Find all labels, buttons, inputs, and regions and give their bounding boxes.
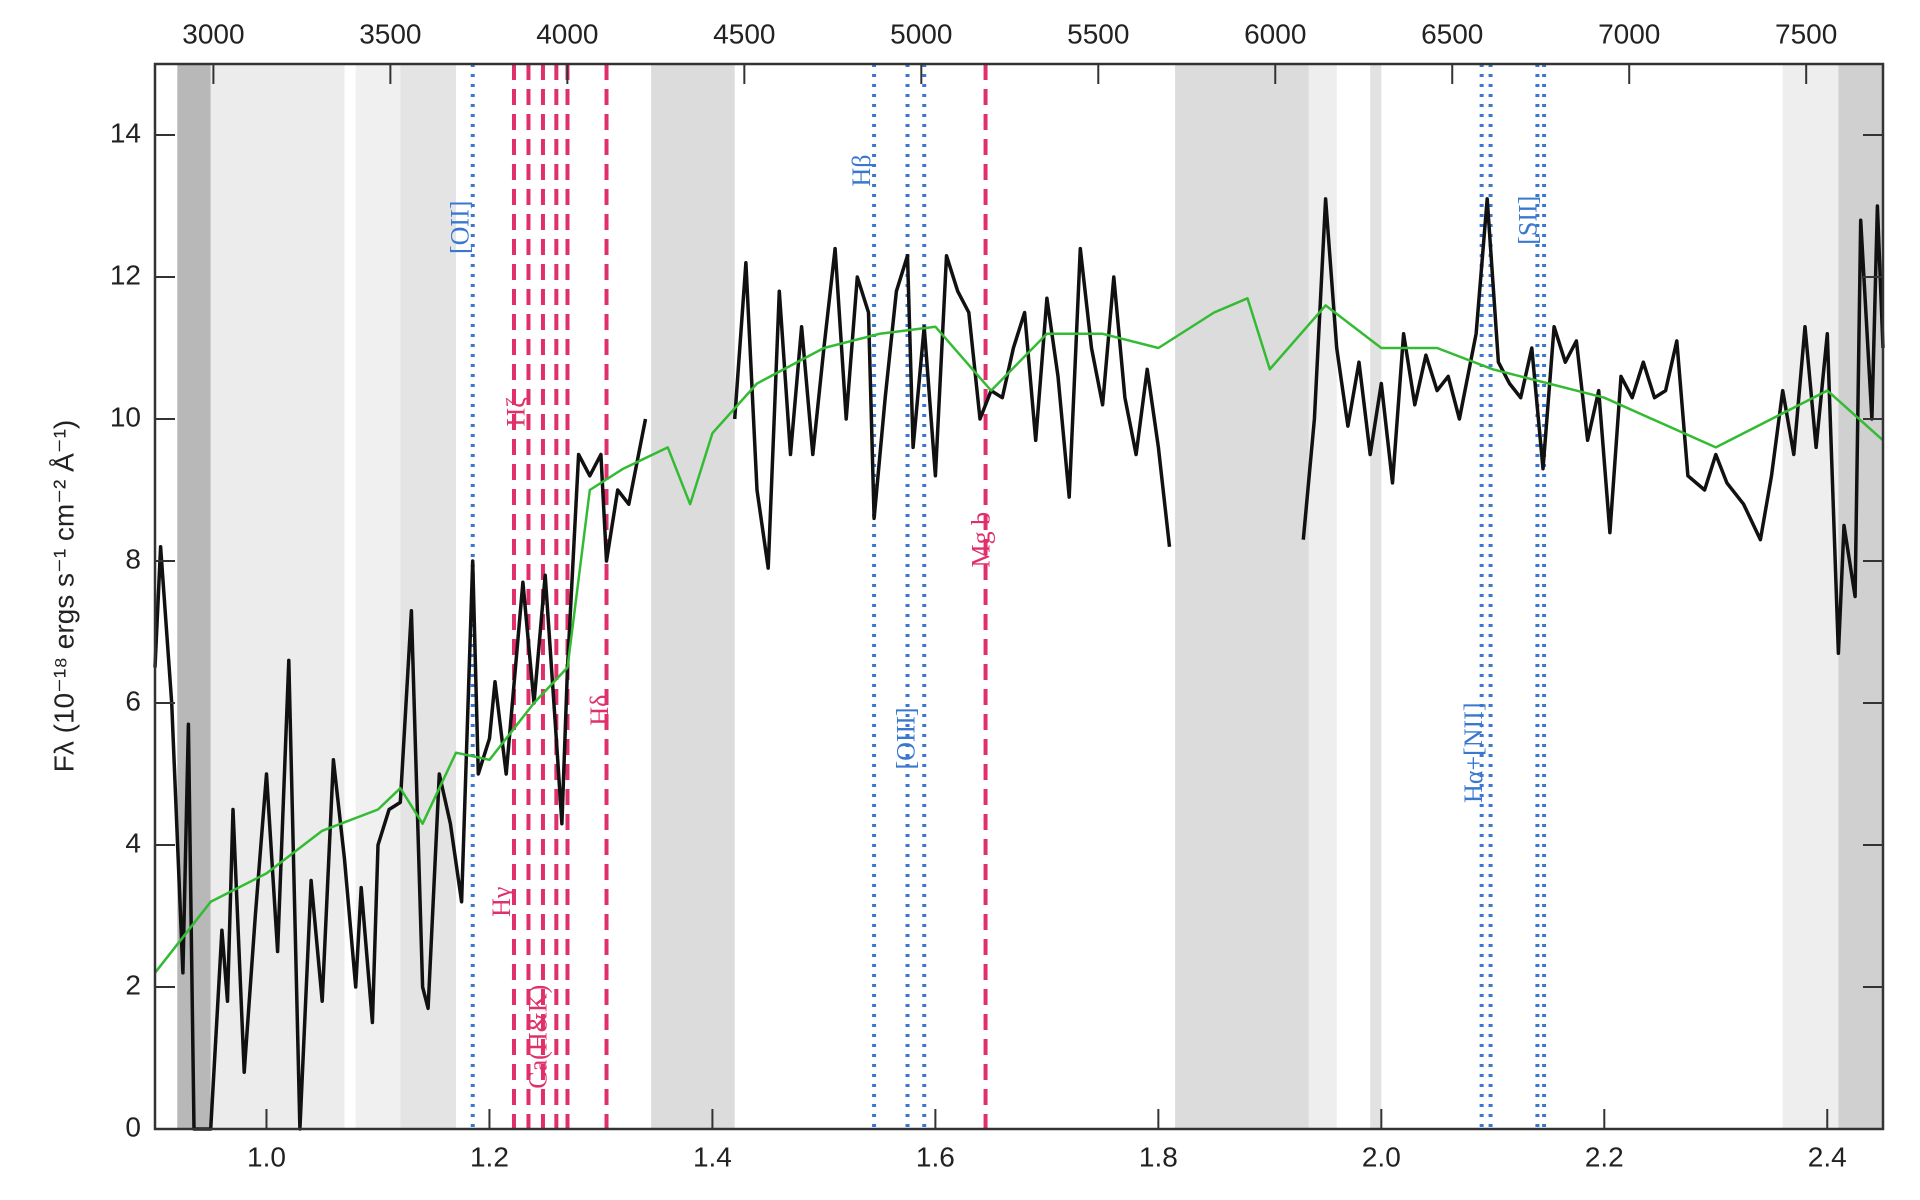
telluric-band	[355, 64, 401, 1129]
y-tick-label: 0	[125, 1111, 141, 1142]
line-label: Hζ	[501, 397, 530, 427]
x2-tick-label: 7000	[1598, 18, 1660, 49]
telluric-band	[651, 64, 735, 1129]
line-label: Hδ	[585, 695, 614, 726]
x2-tick-label: 3500	[359, 18, 421, 49]
x2-tick-label: 4000	[536, 18, 598, 49]
y-tick-label: 10	[110, 401, 141, 432]
line-label: Hγ	[487, 887, 516, 917]
line-label: [SII]	[1514, 196, 1543, 245]
model-line	[154, 297, 1884, 974]
y-axis-label: Fλ (10⁻¹⁸ ergs s⁻¹ cm⁻² Å⁻¹)	[48, 420, 79, 773]
x-tick-label: 2.2	[1585, 1141, 1624, 1172]
x-tick-label: 2.4	[1808, 1141, 1847, 1172]
y-tick-label: 12	[110, 259, 141, 290]
x2-tick-label: 5000	[890, 18, 952, 49]
x2-tick-label: 6000	[1244, 18, 1306, 49]
y-tick-label: 14	[110, 117, 141, 148]
plot-frame	[153, 62, 1885, 1131]
x2-tick-label: 5500	[1067, 18, 1129, 49]
x-tick-label: 1.0	[247, 1141, 286, 1172]
x2-tick-label: 3000	[182, 18, 244, 49]
line-label: [OIII]	[892, 707, 921, 769]
line-label: Ca(H&K)	[524, 985, 553, 1089]
telluric-band	[1782, 64, 1839, 1129]
x-tick-label: 1.8	[1139, 1141, 1178, 1172]
y-tick-label: 2	[125, 969, 141, 1000]
x-tick-label: 2.0	[1362, 1141, 1401, 1172]
telluric-band	[1370, 64, 1382, 1129]
line-label: Mg b	[966, 512, 995, 568]
y-tick-label: 4	[125, 827, 141, 858]
x2-tick-label: 7500	[1775, 18, 1837, 49]
x-tick-label: 1.6	[916, 1141, 955, 1172]
x-tick-label: 1.4	[693, 1141, 732, 1172]
x2-tick-label: 6500	[1421, 18, 1483, 49]
spectrum-line	[153, 197, 1885, 1131]
y-tick-label: 6	[125, 685, 141, 716]
y-tick-label: 8	[125, 543, 141, 574]
line-label: Hα+[NII]	[1459, 702, 1488, 802]
x-tick-label: 1.2	[470, 1141, 509, 1172]
line-label: [OII]	[446, 201, 475, 254]
telluric-band	[1175, 64, 1309, 1129]
x2-tick-label: 4500	[713, 18, 775, 49]
line-label: Hβ	[847, 154, 876, 186]
telluric-band	[400, 64, 457, 1129]
